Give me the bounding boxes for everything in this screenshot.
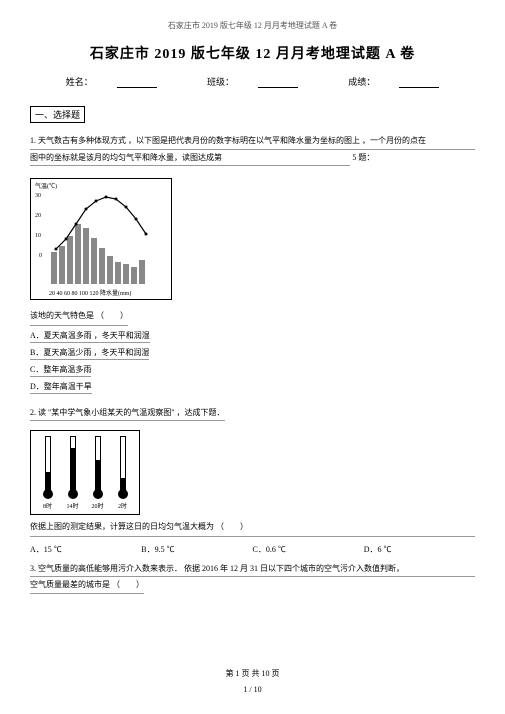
q2-opt-d: D．6 ℃ (364, 544, 475, 555)
q1-option-b: B．夏天高温少雨 ，冬天平和润湿 (30, 346, 475, 363)
header-small: 石家庄市 2019 版七年级 12 月月考地理试题 A 卷 (30, 20, 475, 31)
thermometer: 14时 (64, 436, 82, 510)
score-blank (399, 78, 439, 88)
q1-option-c: C．整年高温多雨 (30, 363, 475, 380)
q2-prompt: 依据上图的测定结果，计算这日的日均匀气温大概为 （ ） (30, 519, 475, 539)
q3-line1: 3. 空气质量的高低能够用污介入数来表示． 依据 2016 年 12 月 31 … (30, 561, 475, 578)
ytick-3: 0 (39, 253, 42, 259)
q2-intro: 2. 读 "某中学气象小组某天的气温观察图" ，达成下题． (30, 405, 225, 422)
q1-line2a: 图中的坐标就是该月的均匀气平和降水量，读图达成第 (30, 150, 350, 167)
q2-opt-b: B．9.5 ℃ (141, 544, 252, 555)
footer-page: 第 1 页 共 10 页 (0, 668, 505, 679)
thermometer: 20时 (89, 436, 107, 510)
thermometer: 8时 (39, 436, 57, 510)
name-label: 姓名： (66, 77, 93, 87)
footer-num: 1 / 10 (0, 685, 505, 694)
thermo-figure: 8时 14时 20时 2时 (30, 430, 140, 515)
q2-opt-a: A．15 ℃ (30, 544, 141, 555)
thermometer: 2时 (114, 436, 132, 510)
name-blank (117, 78, 157, 88)
q2-options: A．15 ℃ B．9.5 ℃ C．0.6 ℃ D．6 ℃ (30, 544, 475, 555)
section-title: 一、选择题 (30, 106, 85, 123)
footer: 第 1 页 共 10 页 1 / 10 (0, 668, 505, 694)
q3-line2: 空气质量最差的城市是 （ ） (30, 577, 144, 594)
opt-d-text: D．整年高温干旱 (30, 380, 92, 394)
question-1: 1. 天气数古有多种体现方式 ，以下图是把代表月份的数字标明在以气平和降水量为坐… (30, 133, 475, 166)
q1-line2b: 5 题： (352, 153, 374, 162)
q2-prompt-text: 依据上图的测定结果，计算这日的日均匀气温大概为 （ ） (30, 519, 475, 536)
q1-prompt: 该地的天气特色是 （ ） (30, 308, 475, 328)
q1-option-a: A．夏天高温多雨 ，冬天平和润湿 (30, 329, 475, 346)
info-row: 姓名： 班级： 成绩： (30, 75, 475, 88)
climate-figure: 气温(℃) 30 20 10 0 20 40 60 80 100 120 降水量… (30, 178, 172, 300)
opt-a-text: A．夏天高温多雨 ，冬天平和润湿 (30, 329, 150, 343)
ytick-0: 30 (35, 193, 41, 199)
q1-line1: 1. 天气数古有多种体现方式 ，以下图是把代表月份的数字标明在以气平和降水量为坐… (30, 133, 475, 150)
q1-prompt-text: 该地的天气特色是 （ ） (30, 308, 128, 325)
question-2: 2. 读 "某中学气象小组某天的气温观察图" ，达成下题． (30, 405, 475, 425)
ytick-2: 10 (35, 233, 41, 239)
q1-option-d: D．整年高温干旱 (30, 380, 475, 397)
ytick-1: 20 (35, 213, 41, 219)
score-label: 成绩： (348, 77, 375, 87)
class-label: 班级： (207, 77, 234, 87)
climate-bar (131, 267, 137, 285)
question-3: 3. 空气质量的高低能够用污介入数来表示． 依据 2016 年 12 月 31 … (30, 561, 475, 597)
opt-c-text: C．整年高温多雨 (30, 363, 91, 377)
class-blank (258, 78, 298, 88)
chart-xlabel: 20 40 60 80 100 120 降水量(mm) (49, 288, 169, 297)
page-title: 石家庄市 2019 版七年级 12 月月考地理试题 A 卷 (30, 43, 475, 63)
opt-b-text: B．夏天高温少雨 ，冬天平和润湿 (30, 346, 149, 360)
climate-line-svg (51, 189, 151, 269)
q2-opt-c: C．0.6 ℃ (253, 544, 364, 555)
